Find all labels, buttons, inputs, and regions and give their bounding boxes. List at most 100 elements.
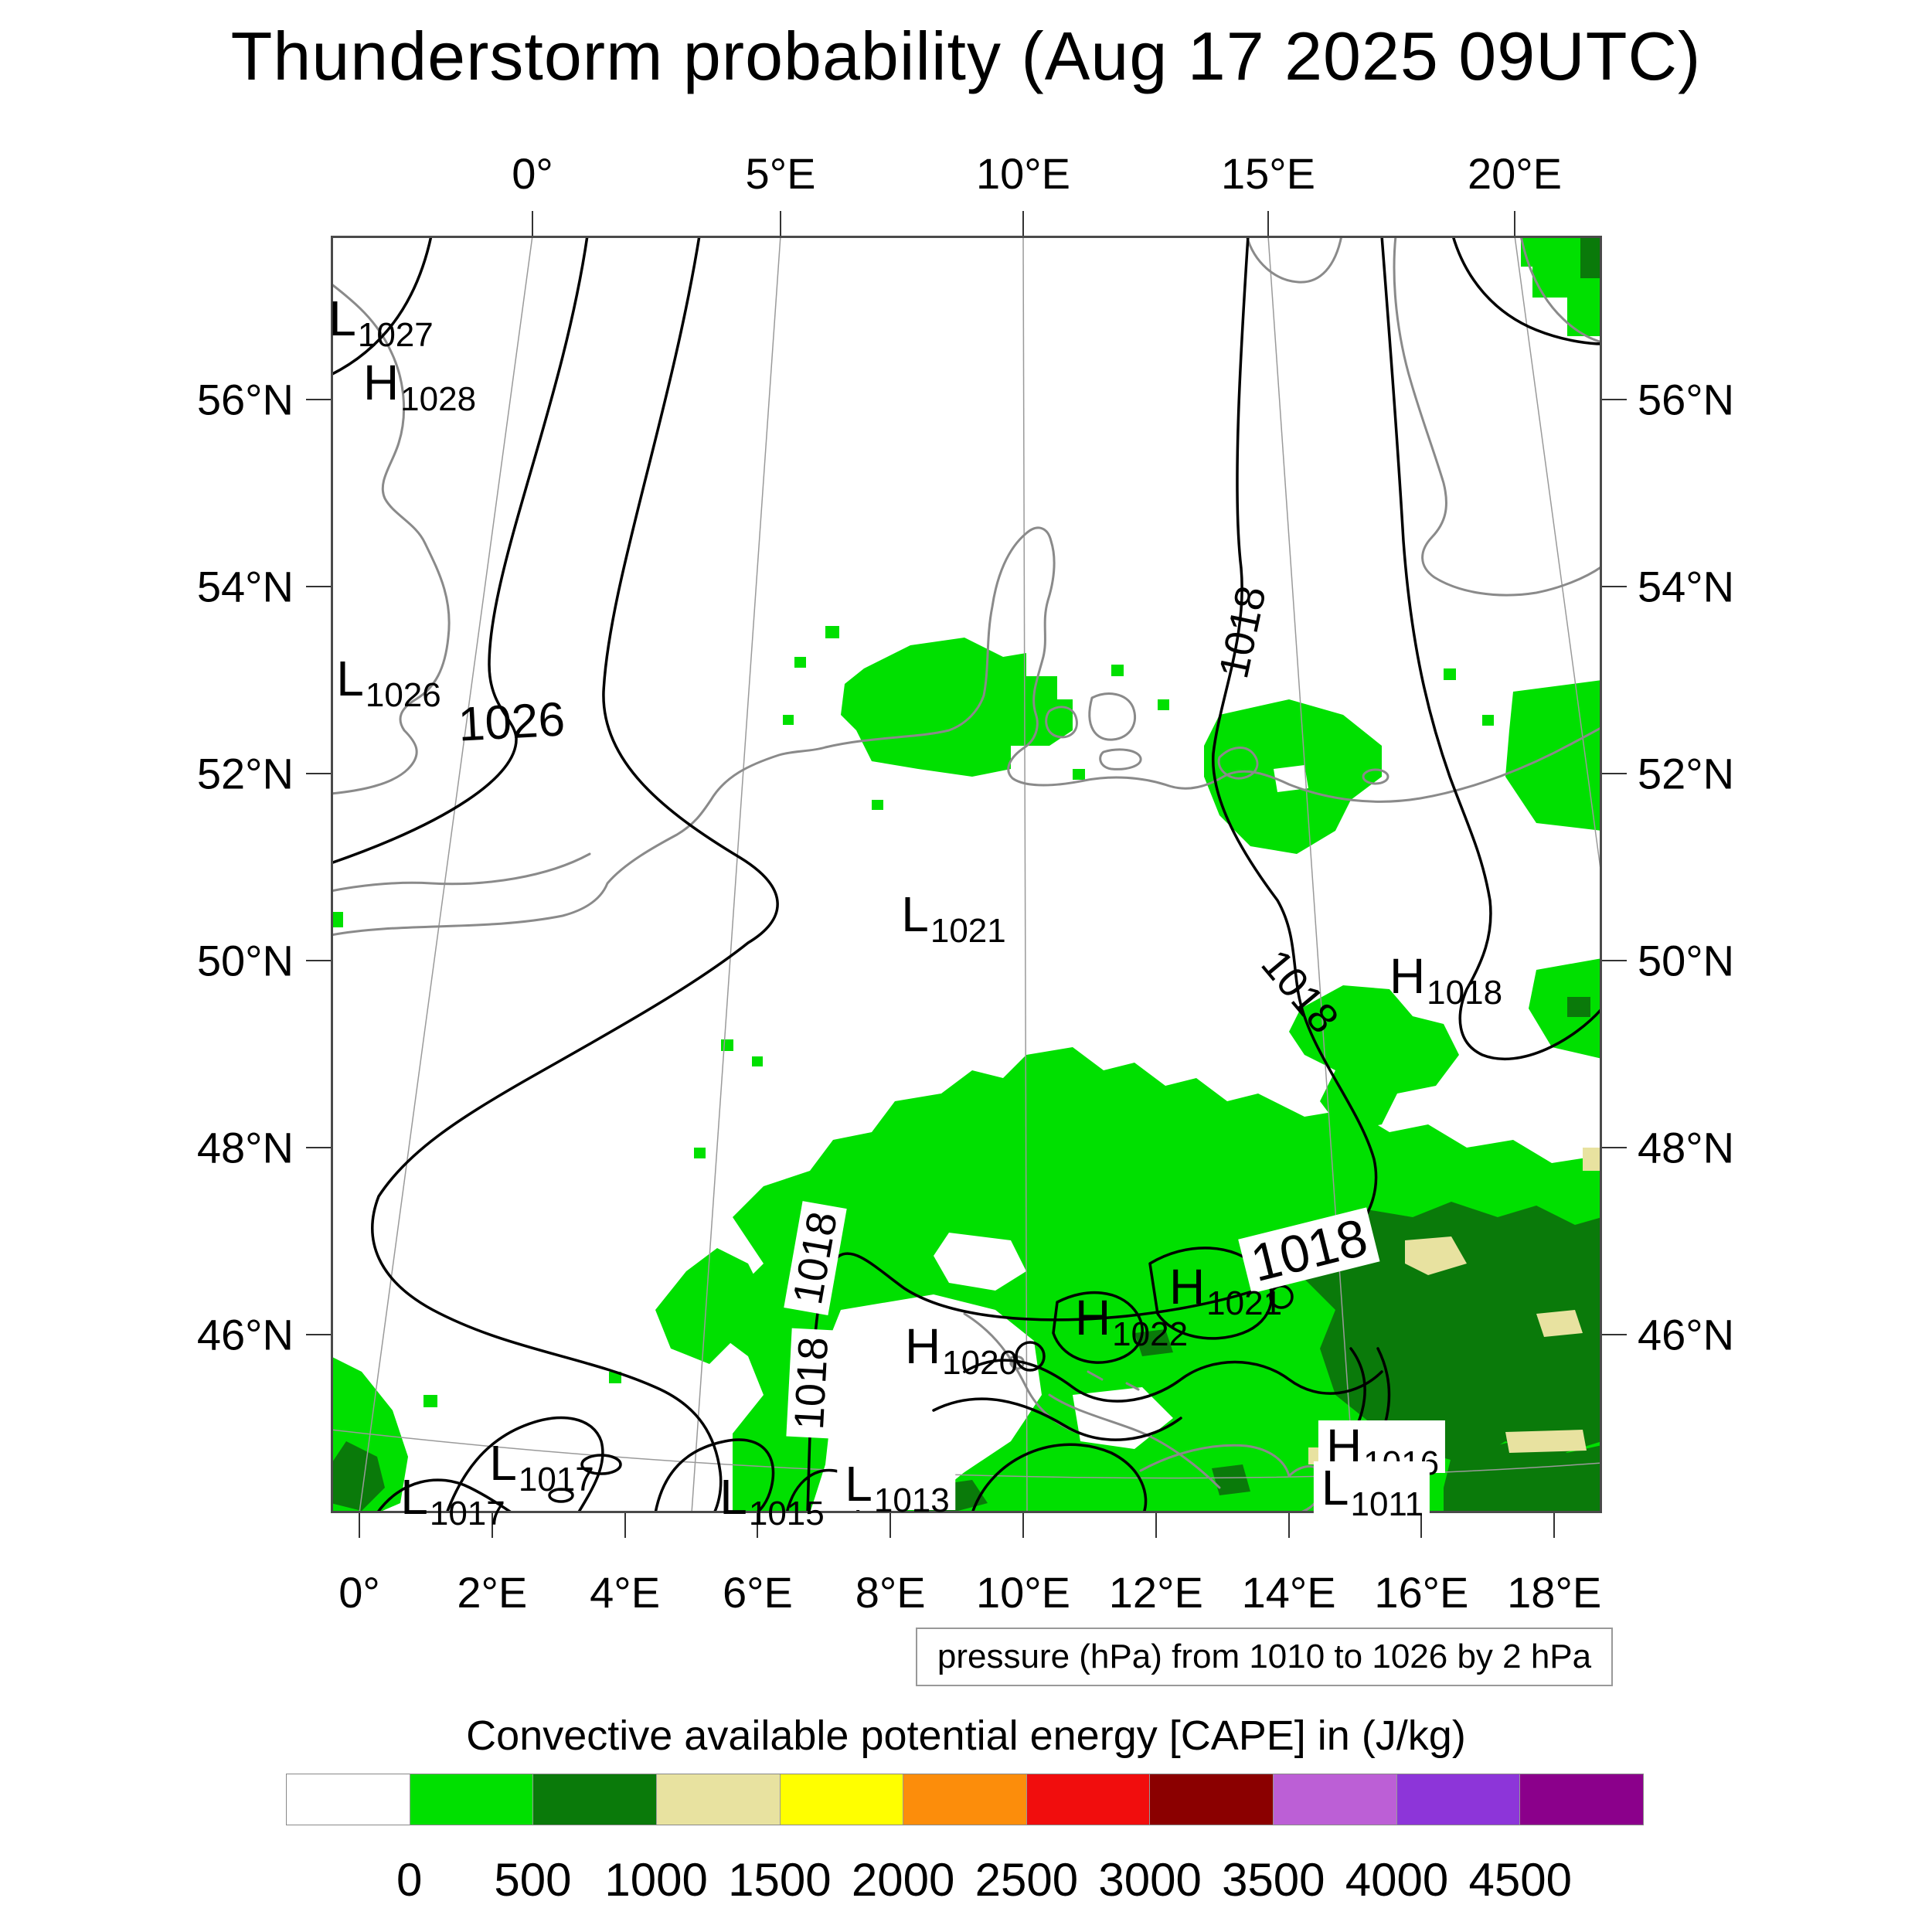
pressure-letter: H bbox=[1389, 948, 1426, 1004]
pressure-value: 1021 bbox=[1206, 1284, 1283, 1322]
right-axis-label: 48°N bbox=[1638, 1123, 1735, 1172]
right-axis-label: 50°N bbox=[1638, 936, 1735, 985]
pressure-center-label: L1013 bbox=[837, 1458, 956, 1518]
top-axis-label: 5°E bbox=[745, 149, 816, 198]
bottom-axis-tick bbox=[491, 1513, 493, 1538]
left-axis-label: 54°N bbox=[196, 562, 294, 611]
top-axis-label: 20°E bbox=[1467, 149, 1563, 198]
colorbar-segment bbox=[656, 1774, 781, 1825]
pressure-value: 1011 bbox=[1350, 1485, 1424, 1523]
top-axis-label: 0° bbox=[512, 149, 553, 198]
colorbar-tick-label: 2000 bbox=[851, 1854, 955, 1906]
colorbar-segment bbox=[287, 1774, 410, 1825]
pressure-letter: H bbox=[362, 355, 400, 410]
left-axis-tick bbox=[306, 960, 331, 961]
bottom-axis-label: 14°E bbox=[1241, 1568, 1336, 1617]
contour-label: 1026 bbox=[457, 692, 566, 752]
left-axis-tick bbox=[306, 773, 331, 774]
pressure-value: 1015 bbox=[748, 1495, 825, 1532]
bottom-axis-label: 0° bbox=[338, 1568, 380, 1617]
colorbar-segment bbox=[410, 1774, 534, 1825]
left-axis-label: 52°N bbox=[196, 749, 294, 798]
left-axis-tick bbox=[306, 399, 331, 400]
pressure-letter: H bbox=[1074, 1290, 1111, 1345]
right-axis-label: 54°N bbox=[1638, 562, 1735, 611]
pressure-center-label: H1018 bbox=[1389, 948, 1502, 1010]
colorbar-tick-label: 500 bbox=[494, 1854, 572, 1906]
top-axis-tick bbox=[1267, 211, 1269, 236]
colorbar-tick-label: 2500 bbox=[975, 1854, 1079, 1906]
contour-label: 1018 bbox=[786, 1328, 837, 1439]
pressure-center-label: L1017 bbox=[489, 1435, 594, 1497]
pressure-value: 1013 bbox=[873, 1481, 950, 1519]
pressure-value: 1021 bbox=[930, 912, 1006, 950]
map-graphic bbox=[331, 236, 1602, 1513]
pressure-value: 1017 bbox=[429, 1495, 505, 1532]
pressure-value: 1018 bbox=[1427, 974, 1503, 1012]
pressure-value: 1028 bbox=[400, 380, 477, 418]
map-area: L1027 H1028 L1026 1026 L1021 1018 1018 H1018 101… bbox=[328, 236, 1602, 1531]
left-axis-tick bbox=[306, 586, 331, 587]
top-axis-tick bbox=[1022, 211, 1024, 236]
pressure-caption-text: pressure (hPa) from 1010 to 1026 by 2 hP… bbox=[937, 1638, 1592, 1675]
left-axis-tick bbox=[306, 1147, 331, 1148]
pressure-caption-box: pressure (hPa) from 1010 to 1026 by 2 hP… bbox=[916, 1628, 1613, 1686]
top-axis-label: 10°E bbox=[975, 149, 1071, 198]
right-axis-tick bbox=[1602, 586, 1627, 587]
right-axis-label: 52°N bbox=[1638, 749, 1735, 798]
bottom-axis-label: 18°E bbox=[1507, 1568, 1602, 1617]
bottom-axis-tick bbox=[1155, 1513, 1157, 1538]
pressure-center-label: L1015 bbox=[719, 1469, 824, 1531]
bottom-axis-tick bbox=[1420, 1513, 1423, 1538]
left-axis-label: 56°N bbox=[196, 375, 294, 424]
pressure-letter: L bbox=[489, 1435, 517, 1491]
colorbar-segment bbox=[1520, 1774, 1644, 1825]
bottom-axis-tick bbox=[1553, 1513, 1556, 1538]
bottom-axis-tick bbox=[1287, 1513, 1290, 1538]
left-axis-tick bbox=[306, 1334, 331, 1335]
colorbar-segment bbox=[533, 1774, 657, 1825]
colorbar-tick-label: 1500 bbox=[728, 1854, 832, 1906]
pressure-value: 1022 bbox=[1112, 1315, 1189, 1353]
bottom-axis-tick bbox=[1022, 1513, 1024, 1538]
colorbar-segment bbox=[903, 1774, 1027, 1825]
bottom-axis-label: 10°E bbox=[975, 1568, 1071, 1617]
colorbar-segment bbox=[780, 1774, 904, 1825]
pressure-center-label: L1017 bbox=[400, 1469, 505, 1531]
pressure-center-label: L1026 bbox=[336, 651, 440, 713]
bottom-axis-tick bbox=[889, 1513, 892, 1538]
colorbar-segment bbox=[1150, 1774, 1274, 1825]
left-axis-label: 48°N bbox=[196, 1123, 294, 1172]
pressure-value: 1027 bbox=[357, 316, 434, 354]
pressure-letter: L bbox=[1321, 1460, 1349, 1515]
colorbar-segment bbox=[1396, 1774, 1521, 1825]
pressure-value: 1017 bbox=[518, 1461, 594, 1498]
right-axis-tick bbox=[1602, 773, 1627, 774]
bottom-axis-label: 4°E bbox=[590, 1568, 661, 1617]
right-axis-tick bbox=[1602, 1147, 1627, 1148]
colorbar-tick-label: 4500 bbox=[1468, 1854, 1573, 1906]
colorbar-tick-label: 3500 bbox=[1222, 1854, 1325, 1906]
pressure-letter: L bbox=[328, 291, 356, 346]
right-axis-label: 46°N bbox=[1638, 1310, 1735, 1359]
bottom-axis-label: 2°E bbox=[457, 1568, 528, 1617]
pressure-letter: H bbox=[904, 1318, 941, 1374]
pressure-letter: L bbox=[719, 1469, 747, 1525]
pressure-center-label: L1011 bbox=[1313, 1460, 1430, 1522]
colorbar-tick-label: 0 bbox=[396, 1854, 423, 1906]
bottom-axis-tick bbox=[624, 1513, 626, 1538]
left-axis-label: 46°N bbox=[196, 1310, 294, 1359]
top-axis-label: 15°E bbox=[1220, 149, 1316, 198]
pressure-letter: L bbox=[336, 651, 364, 706]
page-title: Thunderstorm probability (Aug 17 2025 09… bbox=[230, 18, 1702, 94]
map-frame bbox=[331, 236, 1602, 1513]
colorbar bbox=[286, 1774, 1644, 1825]
bottom-axis-label: 8°E bbox=[855, 1568, 926, 1617]
right-axis-tick bbox=[1602, 960, 1627, 961]
pressure-letter: L bbox=[400, 1469, 428, 1525]
pressure-center-label: H1020 bbox=[904, 1318, 1018, 1380]
pressure-center-label: H1022 bbox=[1074, 1290, 1188, 1352]
right-axis-tick bbox=[1602, 1334, 1627, 1335]
colorbar-tick-label: 3000 bbox=[1098, 1854, 1202, 1906]
